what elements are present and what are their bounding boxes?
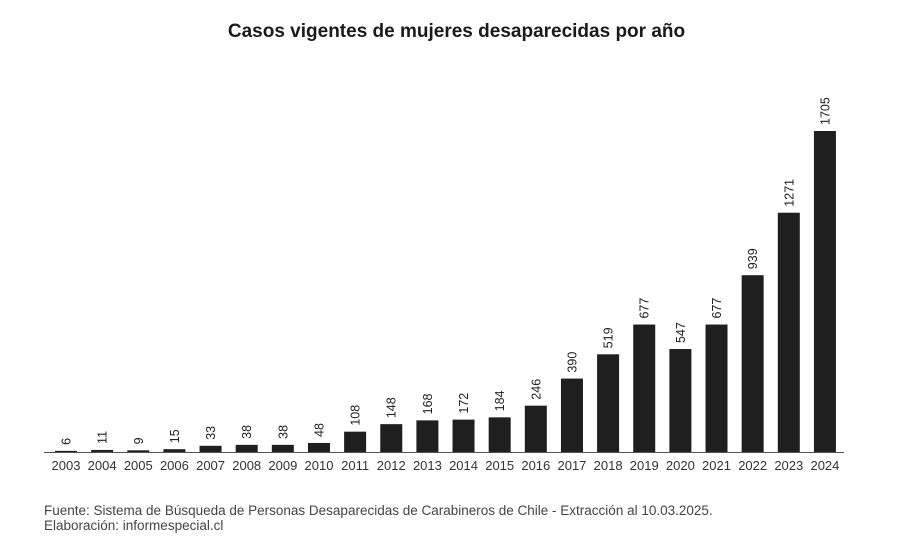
value-label-2011: 108 <box>349 405 363 426</box>
x-tick-2016: 2016 <box>521 458 550 473</box>
x-tick-2012: 2012 <box>377 458 406 473</box>
bars-group <box>55 131 836 452</box>
x-tick-2015: 2015 <box>485 458 514 473</box>
credit-note: Elaboración: informespecial.cl <box>44 518 224 533</box>
x-tick-2004: 2004 <box>88 458 117 473</box>
bar-2012 <box>380 424 403 452</box>
bar-2011 <box>344 431 367 452</box>
value-label-2016: 246 <box>529 379 543 400</box>
bar-2022 <box>741 275 764 452</box>
value-label-2019: 677 <box>638 298 652 319</box>
value-label-2014: 172 <box>457 393 471 414</box>
source-note: Fuente: Sistema de Búsqueda de Personas … <box>44 503 713 518</box>
x-tick-2006: 2006 <box>160 458 189 473</box>
bar-2005 <box>127 450 150 452</box>
bar-2024 <box>813 131 836 452</box>
value-label-2009: 38 <box>276 425 290 439</box>
bar-2015 <box>488 417 511 452</box>
value-label-2018: 519 <box>602 327 616 348</box>
x-tick-2003: 2003 <box>52 458 81 473</box>
x-tick-2013: 2013 <box>413 458 442 473</box>
value-label-2003: 6 <box>60 438 74 445</box>
bar-2009 <box>271 444 294 452</box>
bar-2017 <box>560 378 583 452</box>
value-label-2004: 11 <box>96 431 110 444</box>
value-label-2021: 677 <box>710 298 724 319</box>
bar-2023 <box>777 212 800 452</box>
x-tick-2021: 2021 <box>702 458 731 473</box>
bar-2010 <box>307 442 330 452</box>
x-tick-2018: 2018 <box>594 458 623 473</box>
bar-2018 <box>597 354 620 452</box>
bar-2021 <box>705 324 728 452</box>
value-labels-group: 6 11 9 15 33 38 38 48 108 148 168 172 184 246 390 519 67… <box>60 97 833 445</box>
value-label-2022: 939 <box>746 248 760 269</box>
value-label-2005: 9 <box>132 437 146 444</box>
bar-2003 <box>55 450 77 452</box>
bar-2014 <box>452 419 475 452</box>
x-tick-2017: 2017 <box>557 458 586 473</box>
bar-2008 <box>235 444 258 452</box>
x-tick-2023: 2023 <box>774 458 803 473</box>
bar-2020 <box>669 349 692 452</box>
x-tick-2022: 2022 <box>738 458 767 473</box>
value-label-2013: 168 <box>421 393 435 414</box>
x-tick-2005: 2005 <box>124 458 153 473</box>
x-tick-2010: 2010 <box>305 458 334 473</box>
value-label-2015: 184 <box>493 390 507 411</box>
x-tick-2024: 2024 <box>810 458 839 473</box>
bar-2006 <box>163 449 186 452</box>
footer: Fuente: Sistema de Búsqueda de Personas … <box>44 503 713 533</box>
value-label-2020: 547 <box>674 322 688 343</box>
value-label-2006: 15 <box>168 429 182 443</box>
chart-title: Casos vigentes de mujeres desaparecidas … <box>227 21 686 42</box>
x-tick-2011: 2011 <box>341 458 369 473</box>
value-label-2007: 33 <box>204 426 218 440</box>
x-tick-2009: 2009 <box>268 458 297 473</box>
bar-2013 <box>416 420 439 452</box>
x-tick-2019: 2019 <box>630 458 659 473</box>
x-tick-labels-group: 2003 2004 2005 2006 2007 2008 2009 2010 2011 2012… <box>52 458 840 473</box>
bar-2004 <box>91 449 114 452</box>
bar-2007 <box>199 445 222 452</box>
x-tick-2014: 2014 <box>449 458 478 473</box>
value-label-2023: 1271 <box>782 179 796 207</box>
x-tick-2020: 2020 <box>666 458 695 473</box>
value-label-2012: 148 <box>385 397 399 418</box>
value-label-2024: 1705 <box>818 97 832 125</box>
x-tick-2007: 2007 <box>196 458 225 473</box>
value-label-2008: 38 <box>240 425 254 439</box>
value-label-2010: 48 <box>312 423 326 437</box>
value-label-2017: 390 <box>565 352 579 373</box>
bar-2016 <box>524 405 547 452</box>
x-tick-2008: 2008 <box>232 458 261 473</box>
bar-2019 <box>633 324 656 452</box>
